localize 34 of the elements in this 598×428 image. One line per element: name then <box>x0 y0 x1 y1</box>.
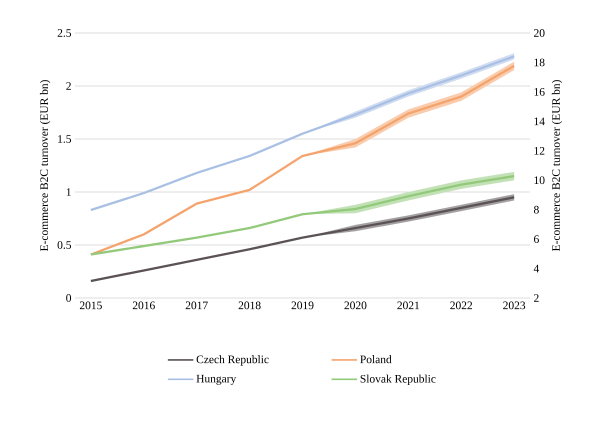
y2-tick-label: 16 <box>534 88 545 96</box>
y2-tick-label: 10 <box>534 176 545 184</box>
x-tick-label: 2021 <box>397 302 420 310</box>
legend-label: Poland <box>360 355 392 364</box>
line-series <box>90 64 516 256</box>
y-tick-label: 2.5 <box>58 29 72 37</box>
y2-tick-label: 20 <box>534 29 545 37</box>
x-tick-label: 2020 <box>344 302 366 310</box>
line-series <box>90 174 516 256</box>
legend-label: Slovak Republic <box>360 374 436 385</box>
x-tick-label: 2023 <box>503 302 526 310</box>
y-tick-label: 2 <box>66 82 71 90</box>
y-tick-label: 0 <box>66 294 72 302</box>
x-tick-label: 2017 <box>186 302 208 310</box>
y2-tick-label: 8 <box>534 206 539 214</box>
x-tick-label: 2022 <box>450 302 472 310</box>
legend-label: Hungary <box>196 374 236 385</box>
x-tick-label: 2015 <box>80 302 102 310</box>
y-axis-title: E-commerce B2C turnover (EUR bn) <box>40 80 50 252</box>
y2-axis-title: E-commerce B2C turnover (EUR bn) <box>552 80 562 252</box>
line-series <box>90 55 516 212</box>
y2-tick-label: 12 <box>534 146 544 155</box>
x-tick-label: 2016 <box>132 302 155 310</box>
y-tick-label: 0.5 <box>58 241 72 249</box>
legend-label: Czech Republic <box>196 355 269 366</box>
y-tick-label: 1.5 <box>58 135 72 143</box>
x-tick-label: 2018 <box>238 302 261 310</box>
x-tick-label: 2019 <box>292 302 314 310</box>
y2-tick-label: 4 <box>534 264 540 272</box>
y2-tick-label: 18 <box>534 58 545 66</box>
y2-tick-label: 2 <box>534 294 539 302</box>
y-tick-label: 1 <box>66 188 71 196</box>
y2-tick-label: 14 <box>534 118 545 126</box>
y2-tick-label: 6 <box>534 235 539 243</box>
